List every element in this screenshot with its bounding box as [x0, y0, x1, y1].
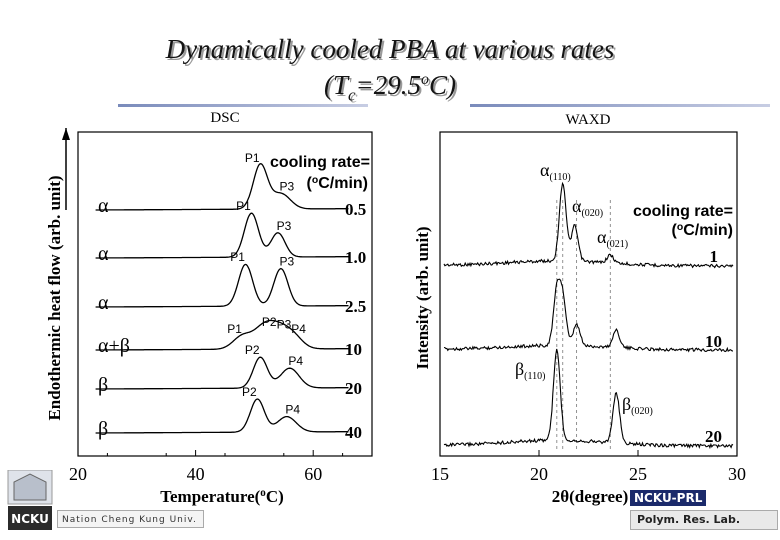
dsc-x-axis-label: Temperature(oC) — [160, 487, 284, 506]
dsc-curve-2.5 — [95, 263, 349, 308]
dsc-peak-label: P4 — [288, 354, 303, 368]
waxd-reflection-label: β(020) — [622, 394, 653, 417]
waxd-rate-label: 10 — [705, 332, 722, 351]
waxd-legend-title: cooling rate= — [633, 203, 733, 220]
dsc-rate-label: 20 — [345, 379, 362, 398]
title-rule-right — [470, 104, 770, 107]
waxd-rate-label: 1 — [710, 247, 719, 266]
dsc-phase-label: β — [98, 374, 108, 396]
waxd-reflection-label: α(110) — [540, 160, 571, 183]
dsc-legend-title: cooling rate= — [270, 154, 370, 171]
dsc-rate-label: 2.5 — [345, 297, 366, 316]
lab-code-footer: NCKU-PRL — [630, 490, 707, 506]
waxd-x-tick-label: 15 — [431, 464, 449, 484]
waxd-rate-label: 20 — [705, 427, 722, 446]
dsc-peak-label: P3 — [277, 317, 292, 331]
dsc-curve-1.0 — [95, 212, 349, 259]
waxd-curve-10 — [443, 278, 733, 353]
dsc-phase-label: α — [98, 292, 109, 314]
dsc-peak-label: P1 — [227, 322, 242, 336]
waxd-reflection-label: α(021) — [597, 227, 628, 250]
dsc-rate-label: 0.5 — [345, 200, 366, 219]
waxd-x-tick-label: 20 — [530, 464, 548, 484]
dsc-peak-label: P2 — [245, 343, 260, 357]
svg-text:NCKU: NCKU — [11, 512, 49, 526]
waxd-reflection-label: β(110) — [515, 359, 545, 382]
dsc-rate-label: 1.0 — [345, 248, 366, 267]
dsc-x-tick-label: 40 — [187, 464, 205, 484]
waxd-reflection-label: α(020) — [572, 196, 603, 219]
university-footer: Nation Cheng Kung Univ. — [57, 510, 204, 528]
dsc-x-tick-label: 20 — [69, 464, 87, 484]
slide-subtitle: (Tc=29.5oC) — [323, 70, 457, 105]
dsc-peak-label: P3 — [280, 180, 295, 194]
waxd-curve-1 — [443, 181, 734, 269]
dsc-rate-label: 40 — [345, 423, 362, 442]
dsc-peak-label: P4 — [285, 403, 300, 417]
waxd-x-tick-label: 25 — [629, 464, 647, 484]
title-rule-left — [118, 104, 368, 107]
waxd-frame — [439, 131, 738, 457]
dsc-curve-40 — [95, 398, 349, 434]
ncku-logo: NCKU — [7, 470, 53, 530]
dsc-legend-unit: (oC/min) — [307, 175, 368, 193]
dsc-phase-label: α — [98, 195, 109, 217]
dsc-peak-label: P2 — [262, 315, 277, 329]
waxd-x-axis-label: 2θ(degree) — [552, 487, 629, 506]
dsc-x-tick-label: 60 — [304, 464, 322, 484]
dsc-y-axis-label: Endothermic heat flow (arb. unit) — [45, 175, 64, 420]
dsc-phase-label: β — [98, 418, 108, 440]
waxd-x-tick-label: 30 — [728, 464, 746, 484]
dsc-y-arrow-head — [62, 128, 70, 140]
waxd-legend-unit: (oC/min) — [672, 222, 733, 240]
dsc-curve-20 — [95, 356, 349, 390]
dsc-phase-label: α+β — [98, 335, 130, 357]
lab-name-footer: Polym. Res. Lab. — [630, 510, 778, 530]
waxd-title: WAXD — [566, 112, 611, 128]
dsc-peak-label: P4 — [291, 322, 306, 336]
waxd-y-axis-label: Intensity (arb. unit) — [413, 226, 432, 369]
dsc-peak-label: P2 — [242, 385, 257, 399]
dsc-peak-label: P1 — [230, 250, 245, 264]
dsc-rate-label: 10 — [345, 340, 362, 359]
dsc-peak-label: P3 — [277, 219, 292, 233]
dsc-phase-label: α — [98, 243, 109, 265]
dsc-curve-0.5 — [95, 163, 349, 211]
dsc-peak-label: P1 — [245, 151, 260, 165]
dsc-title: DSC — [210, 110, 239, 126]
dsc-peak-label: P1 — [236, 199, 251, 213]
dsc-curve-10 — [95, 319, 349, 351]
waxd-curve-20 — [443, 348, 734, 450]
slide-title: Dynamically cooled PBA at various rates — [165, 34, 615, 64]
dsc-peak-label: P3 — [280, 255, 295, 269]
